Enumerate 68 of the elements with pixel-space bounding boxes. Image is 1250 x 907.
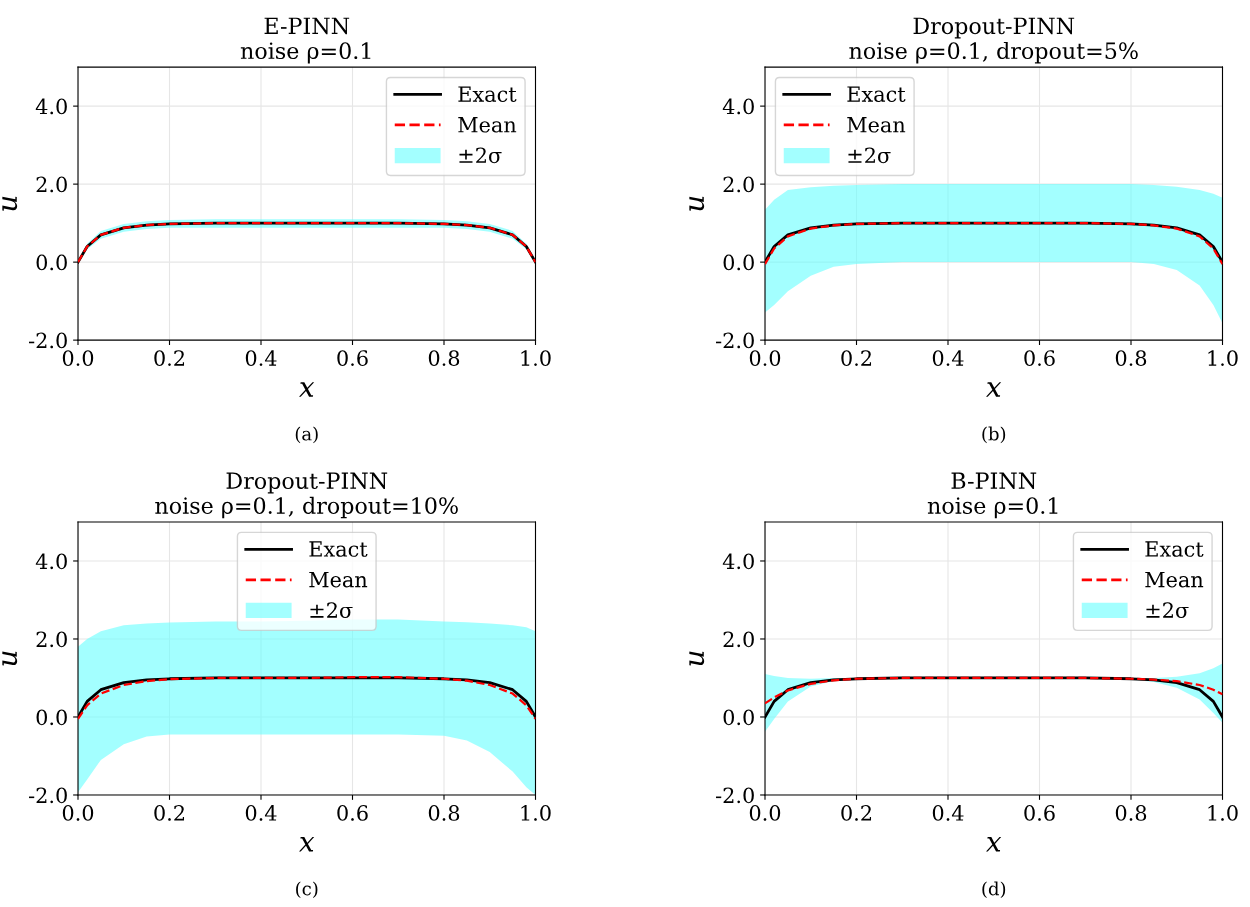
x-tick-label: 0.2 xyxy=(841,350,872,366)
annotation: ±2σ xyxy=(848,147,891,164)
x-tick-label: 0.2 xyxy=(154,805,185,821)
y-tick-label: 0.0 xyxy=(36,709,67,726)
chart-title: Dropout-PINN noise ρ=0.1, dropout=10% xyxy=(155,472,458,519)
x-tick-label: 0.2 xyxy=(841,805,872,821)
x-tick-label: 0.4 xyxy=(245,805,277,821)
y-axis-title: u xyxy=(689,196,705,211)
x-tick-label: 0.6 xyxy=(1024,805,1055,821)
y-tick-label: 4.0 xyxy=(722,98,754,115)
chart-title: Dropout-PINN noise ρ=0.1, dropout=5% xyxy=(849,17,1138,64)
legend-label: Exact xyxy=(309,541,368,557)
y-tick-label: 0.0 xyxy=(36,254,67,271)
text: (a) xyxy=(295,426,318,444)
legend-label: Mean xyxy=(847,117,906,133)
x-axis-title: x xyxy=(986,382,1002,397)
annotation: ±2σ xyxy=(459,147,502,164)
x-tick-label: 0.6 xyxy=(1024,350,1055,366)
y-axis-title: u xyxy=(2,196,18,211)
y-tick-label: -2.0 xyxy=(29,332,67,349)
text: (d) xyxy=(982,881,1006,899)
x-tick-label: 0.0 xyxy=(62,350,94,366)
y-tick-label: 0.0 xyxy=(723,254,754,271)
y-axis-title: u xyxy=(689,651,705,666)
legend-label: Exact xyxy=(847,86,906,102)
text: (b) xyxy=(982,426,1006,444)
x-tick-label: 0.8 xyxy=(1115,350,1147,366)
y-tick-label: 0.0 xyxy=(723,709,754,726)
legend-label: Mean xyxy=(1145,571,1204,588)
x-tick-label: 0.8 xyxy=(1115,805,1147,821)
y-tick-label: 2.0 xyxy=(36,176,67,193)
legend-label: Exact xyxy=(458,86,517,102)
chart-title: B-PINN noise ρ=0.1 xyxy=(927,472,1058,519)
x-tick-label: 0.8 xyxy=(428,350,460,366)
legend-label: Exact xyxy=(1145,541,1204,557)
x-tick-label: 0.0 xyxy=(62,805,94,821)
legend-label: Mean xyxy=(309,571,368,588)
y-tick-label: -2.0 xyxy=(716,332,754,349)
y-tick-label: 4.0 xyxy=(722,553,754,570)
x-tick-label: 0.8 xyxy=(428,805,460,821)
x-axis-title: x xyxy=(299,382,315,397)
x-axis-title: x xyxy=(299,837,315,852)
x-tick-label: 0.6 xyxy=(337,805,368,821)
x-tick-label: 0.4 xyxy=(245,350,277,366)
chart-title: E-PINN noise ρ=0.1 xyxy=(240,17,371,64)
annotation: ±2σ xyxy=(310,602,353,619)
x-tick-label: 0.2 xyxy=(154,350,185,366)
x-tick-label: 1.0 xyxy=(521,805,551,821)
x-tick-label: 0.0 xyxy=(749,805,781,821)
x-tick-label: 0.6 xyxy=(337,350,368,366)
y-tick-label: 2.0 xyxy=(36,631,67,648)
x-tick-label: 0.4 xyxy=(932,350,964,366)
y-tick-label: 4.0 xyxy=(35,553,67,570)
x-tick-label: 1.0 xyxy=(521,350,551,366)
y-axis-title: u xyxy=(2,651,18,666)
legend-label: Mean xyxy=(458,117,517,133)
y-tick-label: 4.0 xyxy=(35,98,67,115)
x-tick-label: 0.4 xyxy=(932,805,964,821)
text: (c) xyxy=(296,881,318,899)
x-tick-label: 0.0 xyxy=(749,350,781,366)
x-tick-label: 1.0 xyxy=(1208,805,1238,821)
annotation: ±2σ xyxy=(1146,602,1189,619)
y-tick-label: 2.0 xyxy=(723,631,754,648)
y-tick-label: -2.0 xyxy=(716,787,754,804)
x-tick-label: 1.0 xyxy=(1208,350,1238,366)
y-tick-label: -2.0 xyxy=(29,787,67,804)
x-axis-title: x xyxy=(986,837,1002,852)
y-tick-label: 2.0 xyxy=(723,176,754,193)
